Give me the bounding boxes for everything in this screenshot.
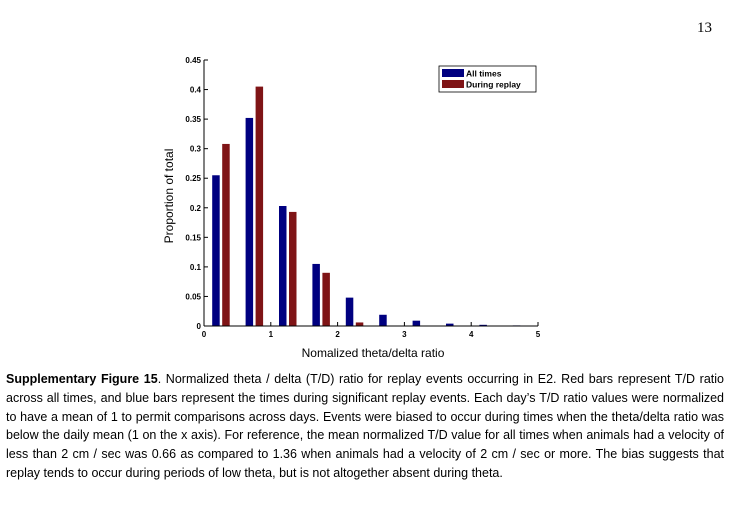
x-tick-label: 0 bbox=[202, 330, 207, 339]
y-tick-label: 0 bbox=[197, 322, 202, 331]
y-tick-label: 0.25 bbox=[185, 174, 201, 183]
y-tick-label: 0.4 bbox=[190, 86, 202, 95]
bar-all-times bbox=[245, 117, 254, 326]
bar-during-replay bbox=[355, 322, 364, 326]
chart-bars bbox=[212, 86, 521, 326]
y-axis-label: Proportion of total bbox=[162, 149, 176, 244]
x-tick-label: 1 bbox=[269, 330, 274, 339]
y-tick-label: 0.2 bbox=[190, 204, 202, 213]
caption-text: . Normalized theta / delta (T/D) ratio f… bbox=[6, 372, 724, 480]
chart-axes bbox=[203, 60, 538, 327]
figure-caption: Supplementary Figure 15. Normalized thet… bbox=[6, 370, 724, 483]
legend-label-during-replay: During replay bbox=[466, 80, 521, 90]
x-tick-label: 2 bbox=[335, 330, 340, 339]
page-number: 13 bbox=[697, 20, 712, 36]
bar-during-replay bbox=[322, 272, 330, 326]
legend-swatch-during-replay bbox=[442, 80, 464, 88]
bar-all-times bbox=[312, 263, 320, 326]
legend-swatch-all-times bbox=[442, 69, 464, 77]
x-axis-label: Nomalized theta/delta ratio bbox=[302, 346, 445, 360]
bar-during-replay bbox=[255, 86, 264, 326]
bar-all-times bbox=[412, 320, 421, 326]
bar-all-times bbox=[279, 206, 287, 326]
y-tick-label: 0.3 bbox=[190, 145, 202, 154]
bar-during-replay bbox=[222, 143, 230, 326]
y-tick-label: 0.45 bbox=[185, 56, 201, 65]
bar-all-times bbox=[379, 314, 387, 326]
x-tick-label: 4 bbox=[469, 330, 474, 339]
bar-during-replay bbox=[289, 211, 297, 326]
bar-all-times bbox=[446, 323, 454, 326]
chart-ticks: 0 0.05 0.1 0.15 0.2 0.25 0.3 0.35 0.4 0.45 0 1 2 3 4 5 bbox=[185, 56, 540, 339]
x-tick-label: 5 bbox=[536, 330, 541, 339]
y-tick-label: 0.05 bbox=[185, 292, 201, 301]
y-tick-label: 0.1 bbox=[190, 263, 202, 272]
x-tick-label: 3 bbox=[402, 330, 407, 339]
y-tick-label: 0.35 bbox=[185, 115, 201, 124]
y-tick-label: 0.15 bbox=[185, 233, 201, 242]
bar-all-times bbox=[212, 175, 220, 326]
bar-all-times bbox=[479, 324, 487, 326]
caption-label: Supplementary Figure 15 bbox=[6, 372, 158, 386]
legend-label-all-times: All times bbox=[466, 69, 502, 79]
histogram-chart: 00.050.10.150.20.250.30.350.40.450 1 2 3 4 5 … bbox=[162, 56, 541, 360]
bar-all-times bbox=[345, 297, 354, 326]
